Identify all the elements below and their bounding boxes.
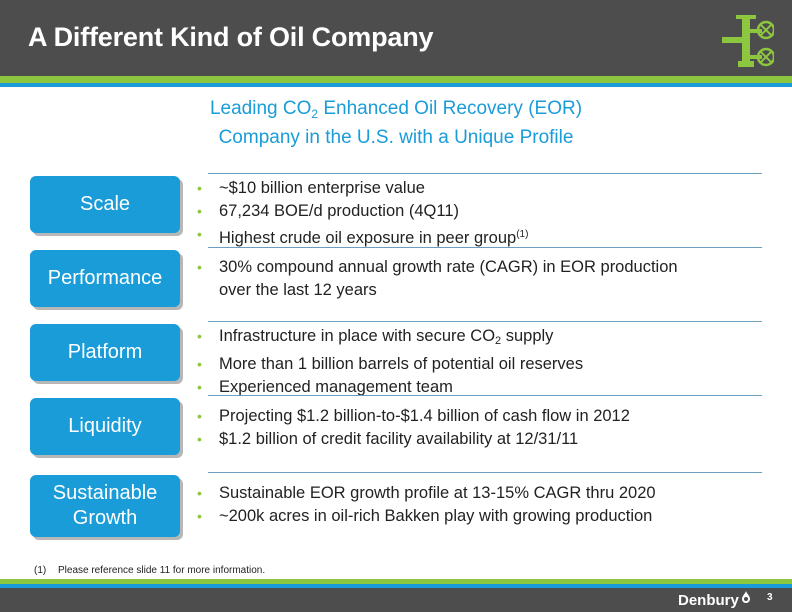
row-divider — [208, 472, 762, 473]
performance-bullets: • 30% compound annual growth rate (CAGR) … — [196, 256, 756, 302]
sustainable-growth-label-box: Sustainable Growth — [30, 475, 180, 537]
bullet-dot-icon: • — [197, 379, 202, 395]
bullet-dot-icon: • — [197, 226, 202, 242]
bullet-item: • Experienced management team — [196, 376, 756, 399]
row-divider — [208, 395, 762, 396]
scale-bullets: • ~$10 billion enterprise value • 67,234 B… — [196, 177, 756, 250]
oil-drop-icon — [742, 591, 750, 603]
header-bar: A Different Kind of Oil Company — [0, 0, 792, 76]
header-blue-stripe — [0, 83, 792, 87]
bullet-item: • 67,234 BOE/d production (4Q11) — [196, 200, 756, 223]
performance-label-box: Performance — [30, 250, 180, 307]
bullet-dot-icon: • — [197, 203, 202, 219]
row-divider — [208, 173, 762, 174]
bullet-dot-icon: • — [197, 328, 202, 344]
footnote-ref: (1) — [516, 229, 529, 240]
row-divider — [208, 321, 762, 322]
footnote: (1) Please reference slide 11 for more in… — [34, 565, 266, 576]
page-title: A Different Kind of Oil Company — [28, 22, 434, 52]
bullet-dot-icon: • — [197, 259, 202, 275]
sustainable-growth-bullets: • Sustainable EOR growth profile at 13-15… — [196, 482, 756, 528]
bullet-item: • 30% compound annual growth rate (CAGR) … — [197, 258, 678, 299]
pumpjack-valve-icon — [722, 15, 774, 67]
bullet-dot-icon: • — [197, 180, 202, 196]
subtitle-line-1: Leading CO2 Enhanced Oil Recovery (EOR) — [209, 98, 583, 121]
brand-logo-text: Denbury — [678, 592, 739, 609]
footer-green-stripe — [0, 579, 792, 584]
bullet-item: • Infrastructure in place with secure CO2… — [197, 327, 554, 347]
bullet-item: • Highest crude oil exposure in peer grou… — [196, 223, 756, 250]
subtitle-line-2: Company in the U.S. with a Unique Profil… — [218, 127, 574, 148]
row-divider — [208, 247, 762, 248]
bullet-item: • ~200k acres in oil-rich Bakken play wit… — [196, 505, 756, 528]
footer-bar: Denbury 3 — [0, 588, 792, 612]
header-green-stripe — [0, 76, 792, 83]
bullet-dot-icon: • — [197, 508, 202, 524]
page-number: 3 — [767, 592, 773, 603]
platform-label-box: Platform — [30, 324, 180, 381]
platform-bullets: • Infrastructure in place with secure CO2… — [196, 325, 756, 399]
bullet-dot-icon: • — [197, 431, 202, 447]
bullet-dot-icon: • — [197, 485, 202, 501]
liquidity-bullets: • Projecting $1.2 billion-to-$1.4 billion… — [196, 405, 756, 451]
footer-blue-stripe — [0, 584, 792, 588]
bullet-item: • More than 1 billion barrels of potentia… — [196, 353, 756, 376]
bullet-dot-icon: • — [197, 408, 202, 424]
liquidity-label-box: Liquidity — [30, 398, 180, 455]
scale-label-box: Scale — [30, 176, 180, 233]
bullet-dot-icon: • — [197, 356, 202, 372]
bullet-item: • ~$10 billion enterprise value — [196, 177, 756, 200]
bullet-item: • Projecting $1.2 billion-to-$1.4 billion… — [196, 405, 756, 428]
bullet-item: • Sustainable EOR growth profile at 13-15… — [196, 482, 756, 505]
bullet-item: • $1.2 billion of credit facility availab… — [196, 428, 756, 451]
